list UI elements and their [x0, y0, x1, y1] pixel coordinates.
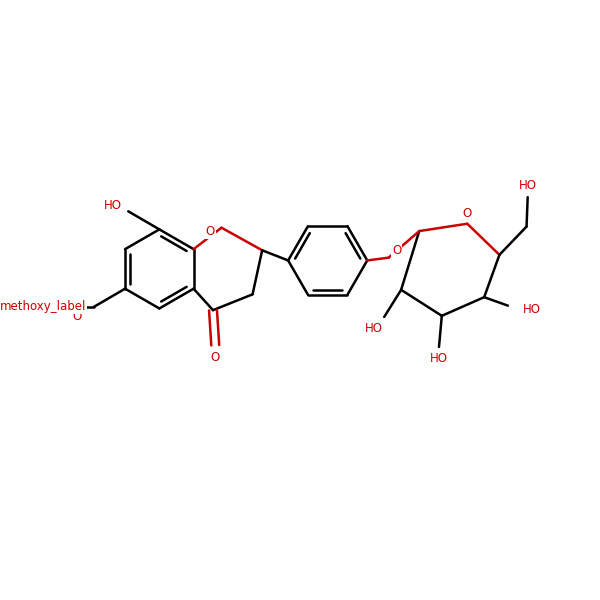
Text: HO: HO	[430, 352, 448, 365]
Text: HO: HO	[104, 199, 122, 212]
Text: methoxy_label: methoxy_label	[0, 300, 86, 313]
Text: HO: HO	[518, 179, 536, 193]
Text: HO: HO	[523, 303, 541, 316]
Text: HO: HO	[365, 322, 383, 335]
Text: O: O	[73, 310, 82, 323]
Text: O: O	[206, 225, 215, 238]
Text: O: O	[463, 207, 472, 220]
Text: O: O	[211, 351, 220, 364]
Text: O: O	[392, 244, 401, 257]
